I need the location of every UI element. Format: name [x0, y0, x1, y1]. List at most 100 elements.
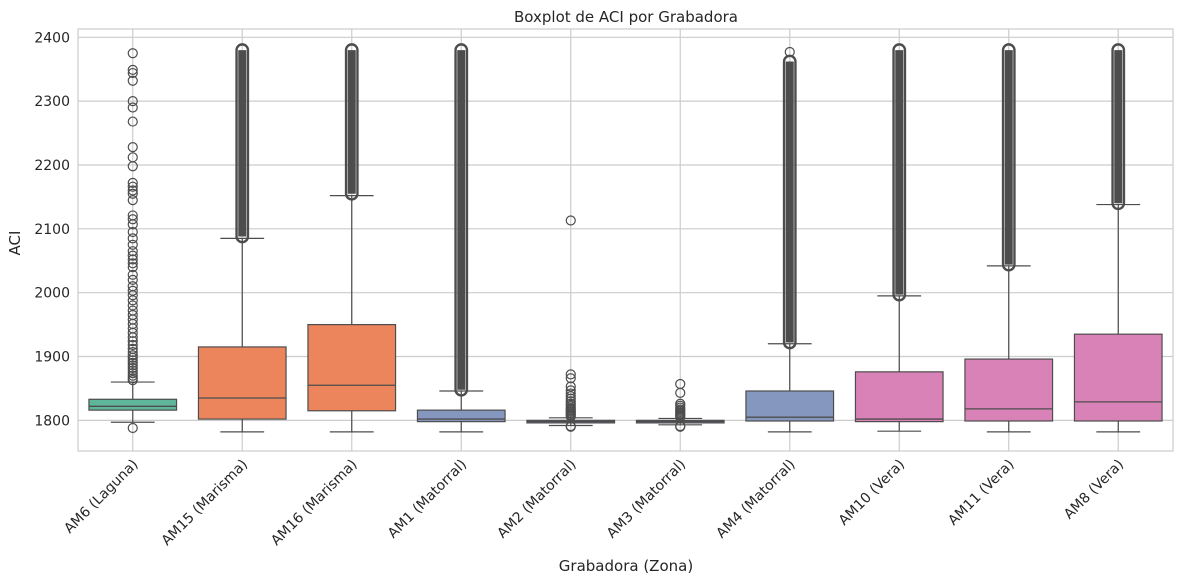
- y-tick-label: 2400: [34, 30, 70, 46]
- plot-frame: [77, 28, 1174, 452]
- outlier-point: [127, 343, 138, 354]
- box-group: [1073, 43, 1163, 433]
- y-tick-label: 1800: [34, 413, 70, 429]
- outlier-cluster: [344, 43, 359, 201]
- outlier-point: [565, 215, 576, 226]
- box: [307, 323, 397, 412]
- box-group: [964, 43, 1054, 433]
- outlier-cluster: [782, 54, 797, 350]
- outlier-point: [127, 305, 138, 316]
- outlier-point: [127, 368, 138, 379]
- outlier-point: [565, 373, 576, 384]
- outlier-point: [565, 388, 576, 399]
- outlier-point: [127, 300, 138, 311]
- outlier-point: [127, 96, 138, 107]
- x-tick-label: AM4 (Matorral): [713, 457, 798, 542]
- outlier-point: [127, 233, 138, 244]
- x-axis-label: Grabadora (Zona): [559, 557, 693, 575]
- x-tick-label: AM8 (Vera): [1061, 457, 1127, 523]
- box: [854, 371, 944, 423]
- outlier-cluster: [235, 43, 250, 244]
- outlier-point: [127, 210, 138, 221]
- outlier-cluster: [1001, 43, 1016, 272]
- box-group: [416, 43, 506, 433]
- box: [88, 398, 178, 411]
- outlier-point: [565, 381, 576, 392]
- x-tick-label: AM10 (Vera): [836, 457, 908, 529]
- outlier-point: [127, 281, 138, 292]
- outlier-point: [565, 369, 576, 380]
- outlier-point: [565, 385, 576, 396]
- outlier-point: [127, 365, 138, 376]
- x-tick-label: AM16 (Marisma): [268, 457, 360, 549]
- y-tick-label: 2100: [34, 222, 70, 238]
- outlier-point: [127, 226, 138, 238]
- chart-title: Boxplot de ACI por Grabadora: [514, 8, 738, 26]
- outlier-point: [127, 246, 138, 257]
- x-tick-label: AM6 (Laguna): [61, 457, 141, 537]
- outlier-point: [127, 142, 138, 153]
- outlier-point: [127, 152, 138, 163]
- x-tick-label: AM2 (Matorral): [494, 457, 579, 542]
- outlier-point: [127, 274, 138, 286]
- x-ticks: AM6 (Laguna) AM15 (Marisma) AM16 (Marisma)…: [61, 457, 1127, 549]
- box-group: [745, 46, 835, 433]
- outlier-point: [675, 378, 686, 390]
- x-tick-label: AM3 (Matorral): [604, 457, 689, 542]
- outlier-point: [127, 177, 138, 188]
- outlier-point: [127, 339, 138, 351]
- y-tick-label: 2000: [34, 286, 70, 302]
- outlier-point: [127, 250, 138, 261]
- outlier-point: [127, 116, 138, 127]
- box: [964, 358, 1054, 422]
- outlier-point: [127, 64, 138, 75]
- outlier-point: [127, 181, 138, 192]
- outlier-cluster: [1111, 43, 1126, 211]
- outlier-point: [127, 370, 138, 381]
- outlier-point: [127, 362, 138, 374]
- outlier-point: [127, 355, 138, 366]
- box-group: [197, 43, 287, 433]
- outlier-point: [127, 258, 138, 269]
- box-group: [854, 43, 944, 432]
- outlier-point: [127, 357, 138, 368]
- outlier-point: [127, 102, 138, 113]
- outlier-point: [127, 336, 138, 347]
- outlier-point: [127, 285, 138, 296]
- y-tick-label: 2300: [34, 94, 70, 110]
- outlier-point: [127, 67, 138, 79]
- outlier-point: [127, 254, 138, 265]
- x-tick-label: AM1 (Matorral): [385, 457, 470, 542]
- outlier-point: [127, 188, 138, 199]
- outlier-point: [127, 350, 138, 361]
- box: [1073, 333, 1163, 422]
- box: [197, 346, 287, 420]
- outlier-point: [565, 393, 576, 404]
- outlier-point: [565, 421, 576, 432]
- outlier-cluster: [454, 43, 469, 397]
- outlier-point: [565, 398, 576, 409]
- outlier-point: [127, 360, 138, 371]
- outlier-point: [127, 346, 138, 358]
- outlier-point: [127, 214, 138, 225]
- outlier-point: [565, 396, 576, 407]
- outlier-point: [127, 239, 138, 250]
- outlier-point: [127, 48, 138, 59]
- box-group: [88, 48, 178, 434]
- box-group: [307, 43, 397, 433]
- outlier-point: [127, 262, 138, 273]
- outlier-point: [675, 398, 686, 409]
- box-group: [635, 378, 725, 432]
- box: [416, 409, 506, 423]
- outlier-point: [127, 373, 138, 384]
- y-ticks: 1800 1900 2000 2100 2200 2300 2400: [34, 30, 70, 429]
- outlier-cluster: [892, 43, 907, 302]
- y-axis-label: ACI: [6, 231, 24, 256]
- x-tick-label: AM11 (Vera): [945, 457, 1017, 529]
- box-group: [526, 215, 616, 432]
- outlier-point: [127, 75, 138, 86]
- y-tick-label: 1900: [34, 350, 70, 366]
- outlier-point: [127, 269, 138, 280]
